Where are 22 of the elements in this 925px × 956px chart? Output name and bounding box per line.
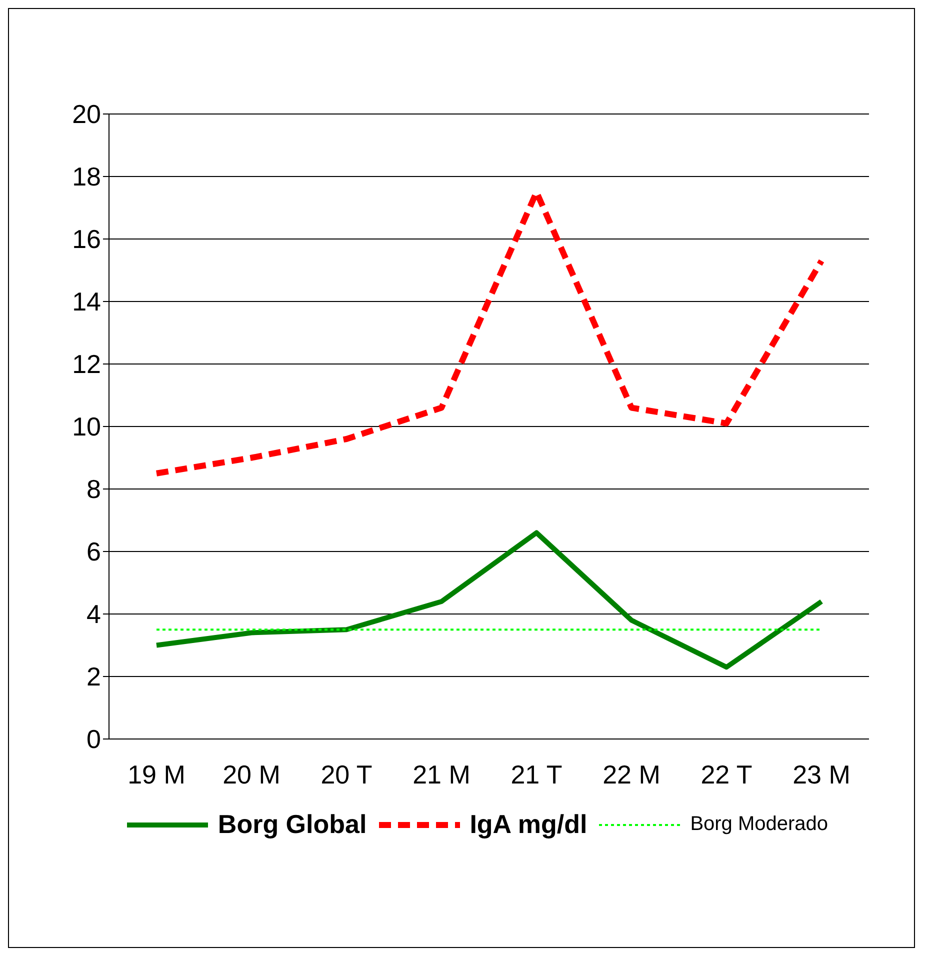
y-tick-label: 20 xyxy=(72,99,101,130)
x-tick-label: 23 M xyxy=(792,759,850,790)
y-tick-label: 8 xyxy=(86,474,101,504)
legend-label: IgA mg/dl xyxy=(470,809,588,840)
legend-label: Borg Moderado xyxy=(690,813,828,836)
x-tick-label: 22 T xyxy=(700,759,752,790)
y-tick-label: 14 xyxy=(72,286,101,317)
y-tick-label: 0 xyxy=(86,724,101,754)
x-tick-label: 22 M xyxy=(602,759,660,790)
y-tick-label: 6 xyxy=(86,536,101,567)
y-tick-label: 18 xyxy=(72,162,101,192)
x-tick-label: 19 M xyxy=(128,759,186,790)
legend-label: Borg Global xyxy=(218,809,367,840)
y-tick-label: 2 xyxy=(86,662,101,692)
y-tick-label: 12 xyxy=(72,349,101,380)
y-tick-label: 10 xyxy=(72,412,101,442)
x-tick-label: 20 T xyxy=(320,759,372,790)
x-tick-label: 21 T xyxy=(510,759,562,790)
y-tick-label: 16 xyxy=(72,224,101,254)
x-tick-label: 21 M xyxy=(412,759,470,790)
x-tick-label: 20 M xyxy=(222,759,280,790)
y-tick-label: 4 xyxy=(86,599,101,630)
